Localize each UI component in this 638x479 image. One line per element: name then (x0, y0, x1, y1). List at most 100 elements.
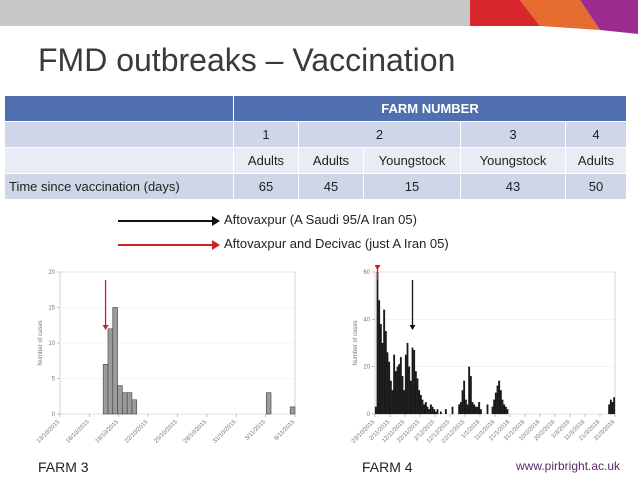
farm-table: FARM NUMBER 1 2 3 4 Adults Adults Youngs… (4, 95, 627, 200)
header-red-shape (470, 0, 540, 26)
bar (473, 404, 476, 415)
table-cell-farm-2: 2 (298, 121, 461, 148)
bar (289, 406, 296, 415)
bar (461, 390, 464, 415)
y-tick-label: 20 (48, 270, 55, 276)
bar (451, 406, 454, 415)
bar (613, 397, 616, 415)
y-tick-label: 0 (367, 412, 371, 418)
x-tick-label: 25/10/2015 (153, 419, 179, 445)
bar (469, 376, 472, 415)
header-orange-shape (520, 0, 600, 30)
y-tick-label: 5 (52, 377, 56, 383)
bar (478, 402, 481, 415)
vaccination-arrowhead-icon (409, 325, 416, 330)
bar (423, 404, 426, 415)
bar (409, 380, 412, 415)
x-tick-label: 19/10/2015 (95, 419, 121, 445)
y-axis-label: Number of cases (353, 320, 359, 365)
table-cell-farm-1: 1 (233, 121, 299, 148)
red-arrow-icon (118, 244, 218, 246)
x-tick-label: 16/10/2015 (65, 419, 91, 445)
bar (433, 409, 436, 415)
bar (458, 404, 461, 415)
bar (504, 406, 507, 415)
bar (608, 404, 611, 415)
table-time-row: Time since vaccination (days) 65 45 15 4… (4, 173, 627, 200)
bar (388, 361, 391, 415)
bar (401, 376, 404, 415)
x-tick-label: 31/10/2015 (212, 419, 238, 445)
table-cell-value: 45 (298, 173, 364, 200)
table-header-row: FARM NUMBER (4, 95, 627, 122)
bar (501, 399, 504, 415)
bar (466, 404, 469, 415)
bar (499, 390, 502, 415)
x-tick-label: 22/10/2015 (124, 419, 150, 445)
legend-label: Aftovaxpur and Decivac (just A Iran 05) (224, 236, 449, 251)
bar (611, 402, 614, 415)
header-purple-shape (580, 0, 638, 34)
bar (498, 380, 501, 415)
legend-label: Aftovaxpur (A Saudi 95/A Iran 05) (224, 212, 417, 227)
bar (431, 406, 434, 415)
bar (376, 271, 379, 415)
bar (381, 342, 384, 415)
x-tick-label: 13/10/2015 (36, 419, 62, 445)
bar (429, 404, 432, 415)
bar (416, 378, 419, 415)
bar (383, 309, 386, 415)
y-tick-label: 0 (52, 412, 56, 418)
vaccination-arrowhead-icon (374, 265, 381, 270)
table-cell-type: Youngstock (460, 147, 566, 174)
table-cell-type: Youngstock (363, 147, 461, 174)
bar (494, 392, 497, 415)
bar (384, 331, 387, 415)
bar (406, 342, 409, 415)
x-tick-label: 6/11/2015 (274, 419, 297, 442)
slide-title: FMD outbreaks – Vaccination (38, 42, 456, 78)
bar (394, 371, 397, 415)
table-cell-value: 65 (233, 173, 299, 200)
y-tick-label: 60 (363, 270, 370, 276)
bar (399, 357, 402, 415)
header-bar-decoration (0, 0, 638, 34)
bar (265, 392, 272, 415)
table-farm-row: 1 2 3 4 (4, 121, 627, 148)
y-tick-label: 15 (48, 306, 55, 312)
bar (398, 364, 401, 415)
bar (131, 399, 138, 415)
table-row-label: Time since vaccination (days) (4, 173, 234, 200)
bar (474, 406, 477, 415)
bar (418, 390, 421, 415)
bar (493, 399, 496, 415)
bar (476, 406, 479, 415)
arrowhead-icon (212, 216, 220, 226)
header-grey-band (0, 0, 470, 26)
bar (393, 354, 396, 415)
table-header-blank-cell (4, 95, 234, 122)
bar (464, 399, 467, 415)
bar (428, 409, 431, 415)
bar (102, 364, 109, 415)
bar (444, 409, 447, 415)
bar (122, 392, 128, 415)
bar (403, 390, 406, 415)
bar (479, 409, 482, 415)
footer-url: www.pirbright.ac.uk (516, 459, 621, 473)
bar (426, 406, 429, 415)
bar (389, 380, 392, 415)
bar (609, 399, 612, 415)
y-tick-label: 10 (48, 341, 55, 347)
bar (506, 409, 509, 415)
bar (112, 307, 118, 415)
farm-3-label: FARM 3 (38, 459, 89, 475)
bar (486, 404, 489, 415)
table-cell-type: Adults (233, 147, 299, 174)
bar (126, 392, 133, 415)
y-tick-label: 20 (363, 365, 370, 371)
table-cell-value: 50 (565, 173, 627, 200)
bar (413, 349, 416, 415)
bar (408, 366, 411, 415)
bar (439, 411, 442, 415)
